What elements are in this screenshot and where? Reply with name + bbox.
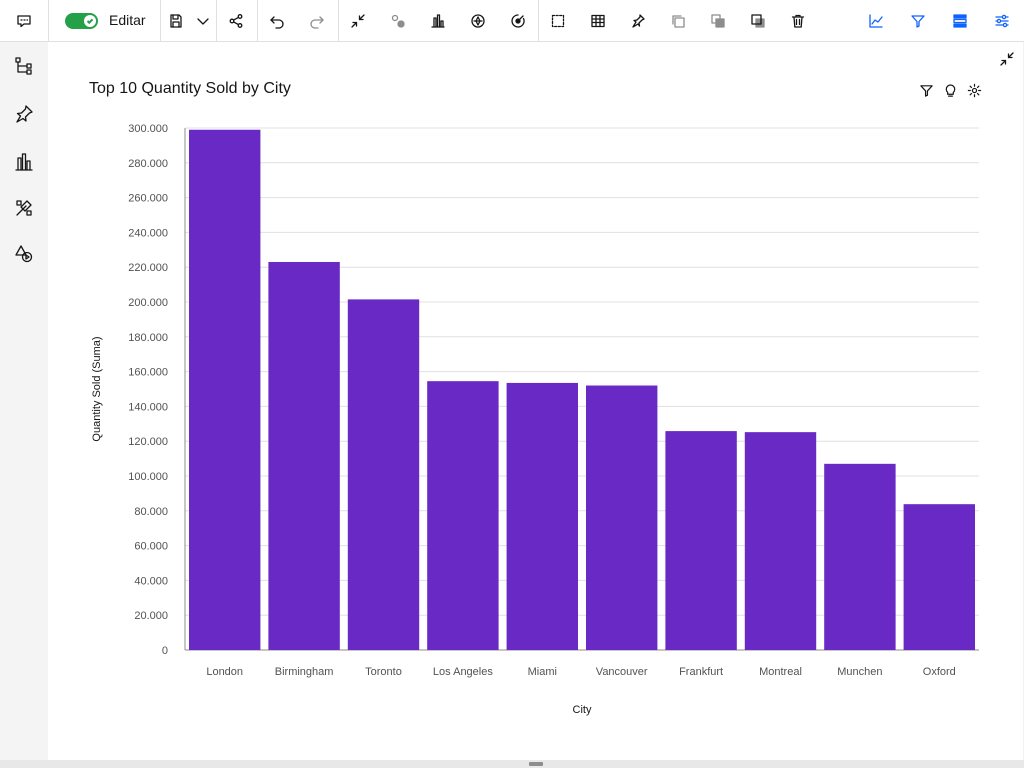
x-axis-label: City [573, 704, 592, 716]
assemble-icon[interactable] [12, 196, 36, 220]
share-icon[interactable] [226, 0, 246, 42]
navigate-icon[interactable] [468, 0, 488, 42]
bar[interactable] [347, 299, 420, 650]
select-area-icon[interactable] [548, 0, 568, 42]
bar[interactable] [744, 432, 817, 650]
bar[interactable] [189, 129, 261, 651]
x-tick-label: Vancouver [596, 666, 648, 678]
x-tick-label: Los Angeles [433, 666, 493, 678]
resize-handle[interactable] [529, 762, 543, 766]
redo-icon[interactable] [307, 0, 327, 42]
y-tick-label: 200.000 [128, 297, 168, 309]
x-tick-label: Oxford [923, 666, 956, 678]
insights-bulb-icon[interactable] [941, 80, 959, 100]
y-tick-label: 0 [162, 645, 168, 657]
collapse-icon[interactable] [348, 0, 368, 42]
y-tick-label: 220.000 [128, 262, 168, 274]
bar[interactable] [903, 504, 975, 650]
bar[interactable] [506, 382, 578, 650]
y-tick-label: 180.000 [128, 332, 168, 344]
bar[interactable] [824, 463, 896, 650]
y-tick-label: 160.000 [128, 367, 168, 379]
widget-title: Top 10 Quantity Sold by City [89, 80, 291, 97]
y-tick-label: 120.000 [128, 436, 168, 448]
y-axis-label: Quantity Sold (Suma) [91, 336, 103, 441]
relationship-icon[interactable] [388, 0, 408, 42]
comment-icon[interactable] [12, 0, 36, 42]
bring-forward-icon[interactable] [708, 0, 728, 42]
widget-filter-icon[interactable] [917, 80, 935, 100]
collapse-widget-icon[interactable] [996, 48, 1018, 70]
x-tick-label: London [206, 666, 243, 678]
data-tree-icon[interactable] [12, 54, 36, 78]
widget-settings-icon[interactable] [965, 80, 983, 100]
left-sidebar [0, 42, 48, 768]
x-tick-label: Miami [528, 666, 557, 678]
table-icon[interactable] [588, 0, 608, 42]
x-tick-label: Birmingham [275, 666, 334, 678]
settings-sliders-icon[interactable] [992, 0, 1012, 42]
delete-icon[interactable] [788, 0, 808, 42]
visualizations-icon[interactable] [12, 150, 36, 174]
y-tick-label: 20.000 [134, 610, 168, 622]
bar[interactable] [427, 381, 499, 650]
edit-label: Editar [109, 12, 146, 28]
copy-icon[interactable] [668, 0, 688, 42]
y-tick-label: 140.000 [128, 401, 168, 413]
bar[interactable] [586, 385, 658, 650]
bar[interactable] [268, 261, 340, 650]
x-tick-label: Munchen [837, 666, 882, 678]
bottom-panel-bar [0, 760, 1024, 768]
line-chart-icon[interactable] [866, 0, 886, 42]
send-backward-icon[interactable] [748, 0, 768, 42]
y-tick-label: 280.000 [128, 158, 168, 170]
y-tick-label: 80.000 [134, 506, 168, 518]
shapes-media-icon[interactable] [12, 242, 36, 266]
save-icon[interactable] [166, 0, 186, 42]
bar[interactable] [665, 431, 737, 650]
filter-icon[interactable] [908, 0, 928, 42]
y-tick-label: 300.000 [128, 123, 168, 135]
x-tick-label: Toronto [365, 666, 402, 678]
y-tick-label: 240.000 [128, 227, 168, 239]
layers-icon[interactable] [950, 0, 970, 42]
y-tick-label: 40.000 [134, 575, 168, 587]
y-tick-label: 100.000 [128, 471, 168, 483]
chevron-down-icon[interactable] [194, 0, 212, 42]
filter-target-icon[interactable] [508, 0, 528, 42]
edit-toggle[interactable] [65, 13, 98, 29]
x-tick-label: Montreal [759, 666, 802, 678]
y-tick-label: 260.000 [128, 193, 168, 205]
top-toolbar: Editar [0, 0, 1024, 42]
y-tick-label: 60.000 [134, 541, 168, 553]
undo-icon[interactable] [267, 0, 287, 42]
pin-icon[interactable] [12, 102, 36, 126]
x-tick-label: Frankfurt [679, 666, 723, 678]
pin-icon[interactable] [628, 0, 648, 42]
chart-icon[interactable] [428, 0, 448, 42]
